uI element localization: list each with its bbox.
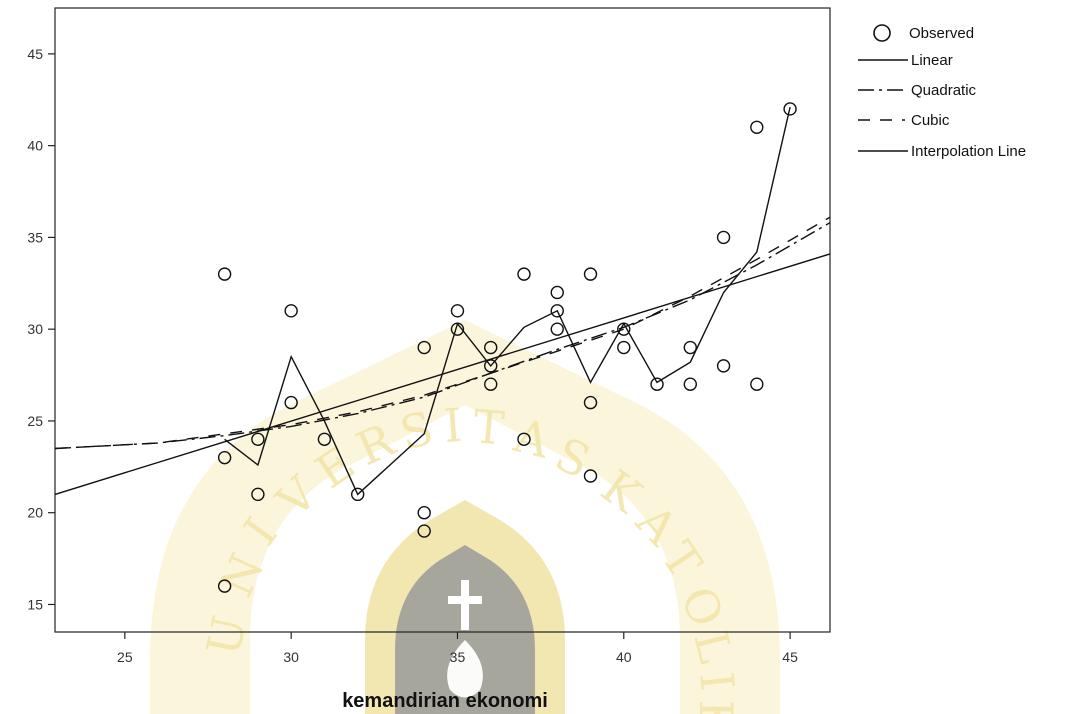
observed-point (585, 268, 597, 280)
x-tick-label: 40 (616, 649, 632, 665)
observed-point (684, 342, 696, 354)
observed-point (651, 378, 663, 390)
observed-point (718, 360, 730, 372)
observed-point (684, 378, 696, 390)
legend-label-linear: Linear (911, 52, 953, 69)
observed-point (551, 323, 563, 335)
observed-point (751, 378, 763, 390)
x-tick-label: 35 (450, 649, 466, 665)
observed-point (751, 121, 763, 133)
observed-point (219, 268, 231, 280)
y-tick-label: 35 (27, 229, 43, 245)
seal-letter: I (442, 398, 464, 453)
legend-label-quadratic: Quadratic (911, 82, 977, 99)
legend: Observed Linear Quadratic Cubic Interpol… (858, 25, 1026, 160)
x-tick-label: 25 (117, 649, 133, 665)
legend-label-interpolation: Interpolation Line (911, 143, 1026, 160)
x-tick-label: 45 (782, 649, 798, 665)
observed-point (618, 342, 630, 354)
y-tick-label: 30 (27, 321, 43, 337)
observed-point (285, 305, 297, 317)
observed-point (551, 286, 563, 298)
legend-label-cubic: Cubic (911, 112, 950, 129)
seal-letter: T (471, 399, 507, 455)
y-tick-label: 40 (27, 138, 43, 154)
seal-letter: K (689, 700, 743, 714)
x-axis-title: kemandirian ekonomi (342, 690, 548, 712)
y-tick-label: 15 (27, 596, 43, 612)
y-tick-label: 45 (27, 46, 43, 62)
y-axis-ticks: 15 20 25 30 35 40 45 (27, 46, 55, 613)
observed-point (451, 305, 463, 317)
y-tick-label: 25 (27, 413, 43, 429)
legend-label-observed: Observed (909, 25, 974, 42)
legend-observed-marker (874, 25, 890, 41)
y-tick-label: 20 (27, 505, 43, 521)
observed-point (718, 231, 730, 243)
x-tick-label: 30 (283, 649, 299, 665)
observed-point (518, 268, 530, 280)
